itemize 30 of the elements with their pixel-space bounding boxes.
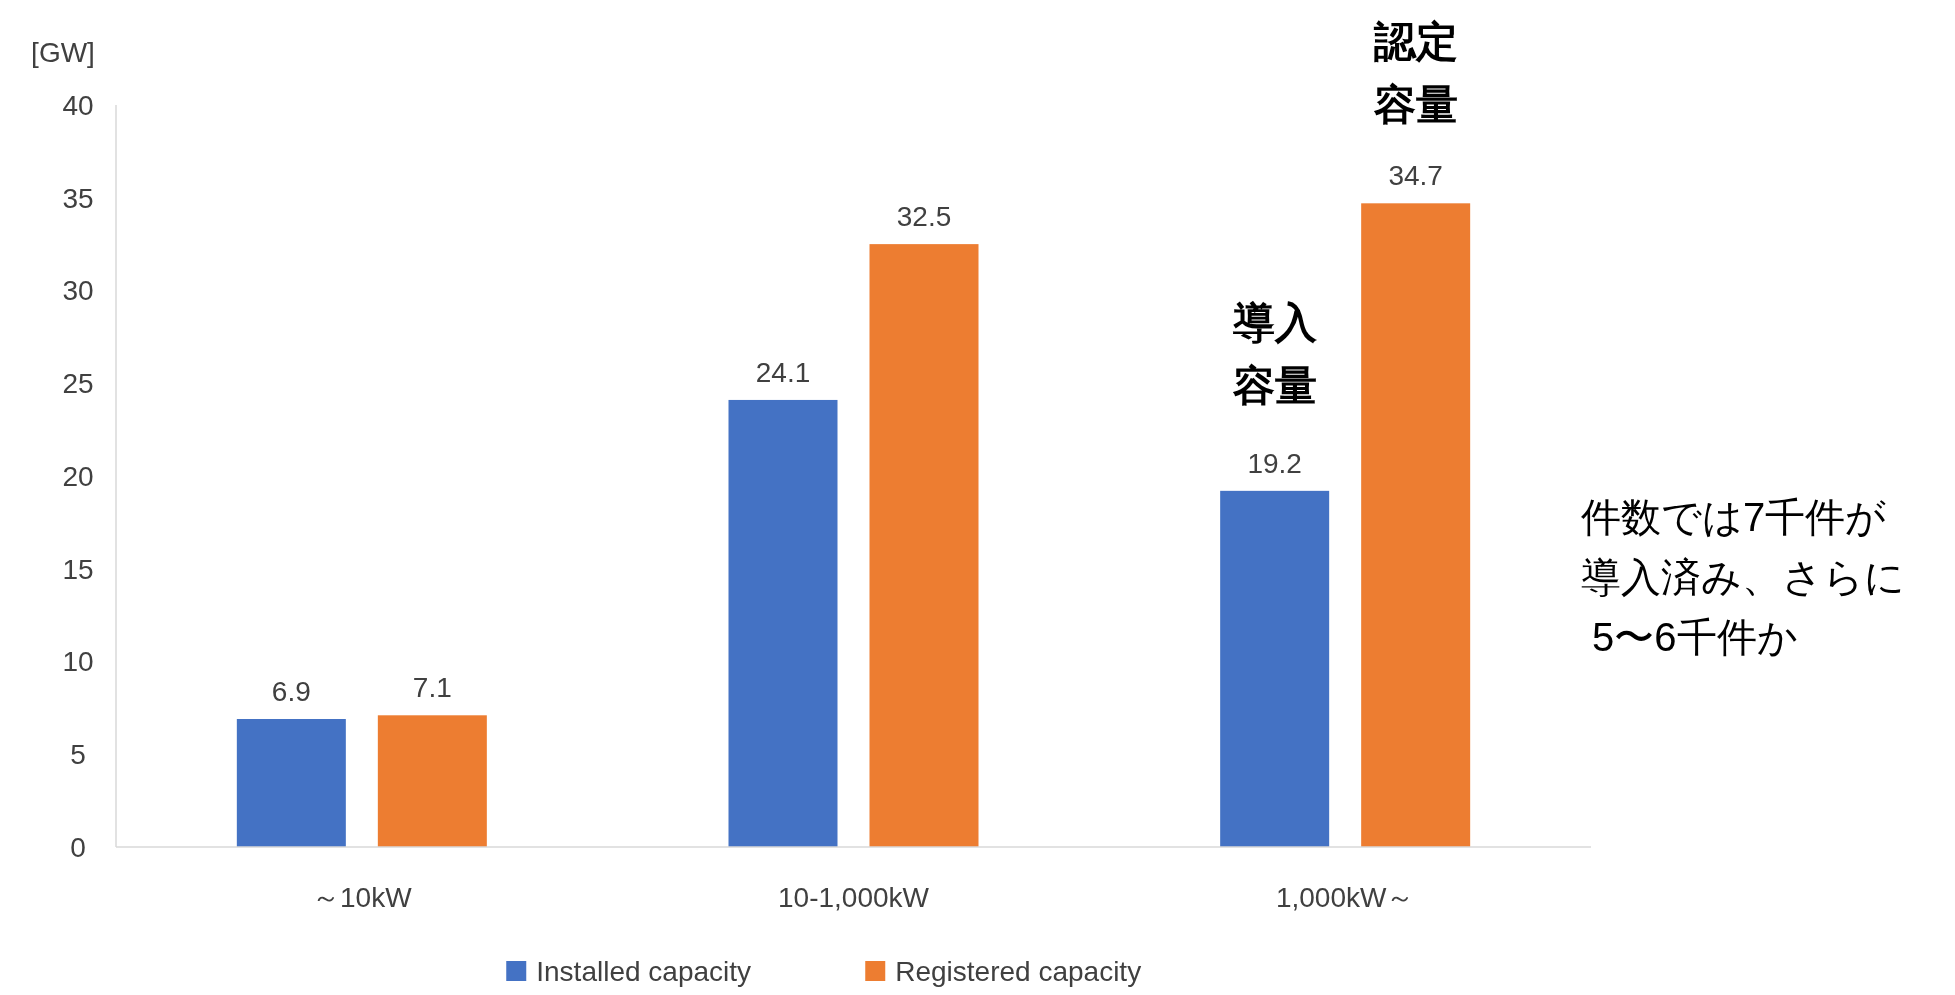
annotation: 認定容量 — [1372, 18, 1458, 129]
y-tick-label: 20 — [62, 460, 94, 492]
bar — [236, 719, 346, 847]
y-tick-label: 10 — [62, 646, 94, 678]
y-axis-title: [GW] — [31, 37, 95, 68]
y-tick-label: 5 — [70, 739, 86, 771]
x-tick-label: ～10kW — [312, 882, 413, 913]
data-label: 6.9 — [271, 676, 311, 708]
y-tick-label: 40 — [62, 89, 94, 121]
data-label: 34.7 — [1388, 160, 1443, 192]
y-tick-label: 0 — [70, 831, 86, 863]
y-tick-label: 35 — [62, 182, 94, 214]
y-tick-label: 30 — [62, 275, 94, 307]
y-tick-label: 15 — [62, 553, 94, 585]
bar — [377, 715, 487, 847]
legend-label: Registered capacity — [895, 955, 1142, 987]
data-label: 32.5 — [896, 201, 952, 233]
x-tick-label: 10-1,000kW — [778, 882, 930, 913]
data-label: 19.2 — [1247, 447, 1302, 479]
bar — [869, 244, 979, 847]
bar — [1220, 490, 1330, 847]
annotation: 件数では7千件が導入済み、さらに 5〜6千件か — [1581, 494, 1905, 659]
legend-label: Installed capacity — [536, 955, 752, 987]
annotation: 導入容量 — [1231, 299, 1318, 410]
data-label: 7.1 — [412, 672, 452, 704]
x-tick-label: 1,000kW～ — [1275, 882, 1415, 913]
bar — [728, 399, 838, 847]
data-label: 24.1 — [755, 356, 811, 388]
y-tick-label: 25 — [62, 368, 94, 400]
bar — [1361, 203, 1471, 847]
